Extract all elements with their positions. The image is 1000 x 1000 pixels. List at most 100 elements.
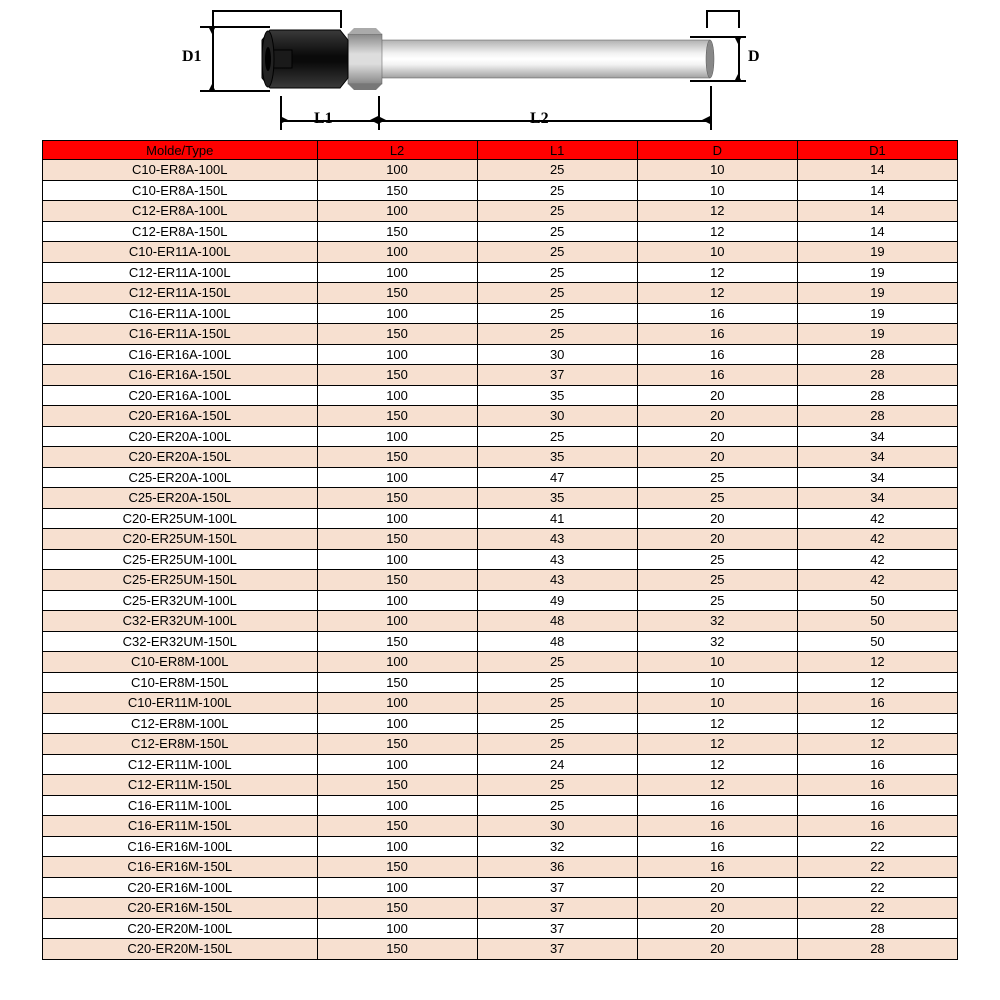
table-cell: 42 — [797, 529, 957, 550]
table-cell: 34 — [797, 488, 957, 509]
table-row: C16-ER16A-100L100301628 — [43, 344, 958, 365]
table-cell: 100 — [317, 201, 477, 222]
spec-table: Molde/Type L2 L1 D D1 C10-ER8A-100L10025… — [42, 140, 958, 960]
table-cell: 150 — [317, 283, 477, 304]
table-cell: 100 — [317, 713, 477, 734]
table-cell: C20-ER20M-150L — [43, 939, 318, 960]
table-cell: 35 — [477, 488, 637, 509]
table-row: C20-ER20A-150L150352034 — [43, 447, 958, 468]
table-cell: 150 — [317, 221, 477, 242]
table-row: C16-ER11M-100L100251616 — [43, 795, 958, 816]
table-cell: 22 — [797, 877, 957, 898]
table-cell: 150 — [317, 365, 477, 386]
table-cell: 150 — [317, 324, 477, 345]
table-row: C10-ER8M-100L100251012 — [43, 652, 958, 673]
table-cell: 43 — [477, 529, 637, 550]
table-cell: 10 — [637, 180, 797, 201]
table-cell: 25 — [477, 426, 637, 447]
table-cell: C20-ER16A-100L — [43, 385, 318, 406]
table-cell: 32 — [477, 836, 637, 857]
table-cell: 32 — [637, 631, 797, 652]
table-cell: 100 — [317, 754, 477, 775]
table-cell: 150 — [317, 529, 477, 550]
table-cell: 22 — [797, 836, 957, 857]
table-cell: 37 — [477, 898, 637, 919]
table-cell: 100 — [317, 693, 477, 714]
table-row: C20-ER20A-100L100252034 — [43, 426, 958, 447]
table-row: C12-ER8A-150L150251214 — [43, 221, 958, 242]
table-cell: C10-ER8A-150L — [43, 180, 318, 201]
table-row: C25-ER25UM-100L100432542 — [43, 549, 958, 570]
table-cell: 150 — [317, 816, 477, 837]
table-cell: C12-ER11M-100L — [43, 754, 318, 775]
table-cell: 25 — [477, 795, 637, 816]
table-cell: 100 — [317, 652, 477, 673]
table-cell: 28 — [797, 344, 957, 365]
table-cell: 28 — [797, 406, 957, 427]
table-row: C16-ER16A-150L150371628 — [43, 365, 958, 386]
table-cell: 28 — [797, 385, 957, 406]
table-cell: 49 — [477, 590, 637, 611]
table-row: C10-ER8M-150L150251012 — [43, 672, 958, 693]
table-cell: 14 — [797, 221, 957, 242]
col-header: D1 — [797, 141, 957, 160]
table-cell: 150 — [317, 672, 477, 693]
table-cell: 100 — [317, 303, 477, 324]
table-cell: 12 — [637, 283, 797, 304]
table-cell: 20 — [637, 426, 797, 447]
table-cell: 50 — [797, 631, 957, 652]
table-cell: 20 — [637, 529, 797, 550]
table-row: C16-ER11A-150L150251619 — [43, 324, 958, 345]
table-cell: 16 — [637, 836, 797, 857]
table-cell: 25 — [477, 775, 637, 796]
table-row: C10-ER8A-150L150251014 — [43, 180, 958, 201]
col-header: D — [637, 141, 797, 160]
table-cell: 25 — [477, 242, 637, 263]
table-row: C12-ER8M-100L100251212 — [43, 713, 958, 734]
table-cell: 16 — [797, 775, 957, 796]
table-cell: 16 — [637, 857, 797, 878]
table-cell: C32-ER32UM-150L — [43, 631, 318, 652]
table-cell: 25 — [637, 590, 797, 611]
table-cell: C25-ER25UM-150L — [43, 570, 318, 591]
table-cell: 150 — [317, 631, 477, 652]
table-cell: C20-ER20M-100L — [43, 918, 318, 939]
table-cell: 25 — [477, 262, 637, 283]
label-l2: L2 — [530, 110, 549, 128]
table-cell: 12 — [797, 652, 957, 673]
table-row: C12-ER8M-150L150251212 — [43, 734, 958, 755]
table-cell: C12-ER11M-150L — [43, 775, 318, 796]
table-cell: 100 — [317, 795, 477, 816]
table-cell: 12 — [637, 221, 797, 242]
table-row: C20-ER20M-150L150372028 — [43, 939, 958, 960]
table-cell: 16 — [637, 795, 797, 816]
table-cell: 19 — [797, 242, 957, 263]
table-cell: 12 — [797, 713, 957, 734]
table-cell: 25 — [477, 303, 637, 324]
table-cell: C16-ER11M-100L — [43, 795, 318, 816]
table-cell: 12 — [637, 734, 797, 755]
table-cell: 150 — [317, 488, 477, 509]
table-row: C16-ER16M-150L150361622 — [43, 857, 958, 878]
table-cell: 12 — [637, 201, 797, 222]
table-cell: 37 — [477, 918, 637, 939]
table-cell: C20-ER25UM-150L — [43, 529, 318, 550]
table-cell: 36 — [477, 857, 637, 878]
table-cell: 25 — [477, 652, 637, 673]
table-cell: 25 — [637, 549, 797, 570]
table-cell: 37 — [477, 365, 637, 386]
table-cell: 16 — [637, 303, 797, 324]
table-cell: 100 — [317, 160, 477, 181]
table-cell: 22 — [797, 857, 957, 878]
table-cell: 16 — [797, 754, 957, 775]
table-cell: C10-ER11M-100L — [43, 693, 318, 714]
table-cell: 35 — [477, 447, 637, 468]
table-cell: C10-ER8M-100L — [43, 652, 318, 673]
table-cell: 43 — [477, 570, 637, 591]
spec-table-wrap: Molde/Type L2 L1 D D1 C10-ER8A-100L10025… — [42, 140, 958, 960]
label-d: D — [748, 48, 760, 66]
table-cell: 35 — [477, 385, 637, 406]
table-cell: 150 — [317, 857, 477, 878]
table-cell: 16 — [637, 344, 797, 365]
table-cell: 100 — [317, 918, 477, 939]
